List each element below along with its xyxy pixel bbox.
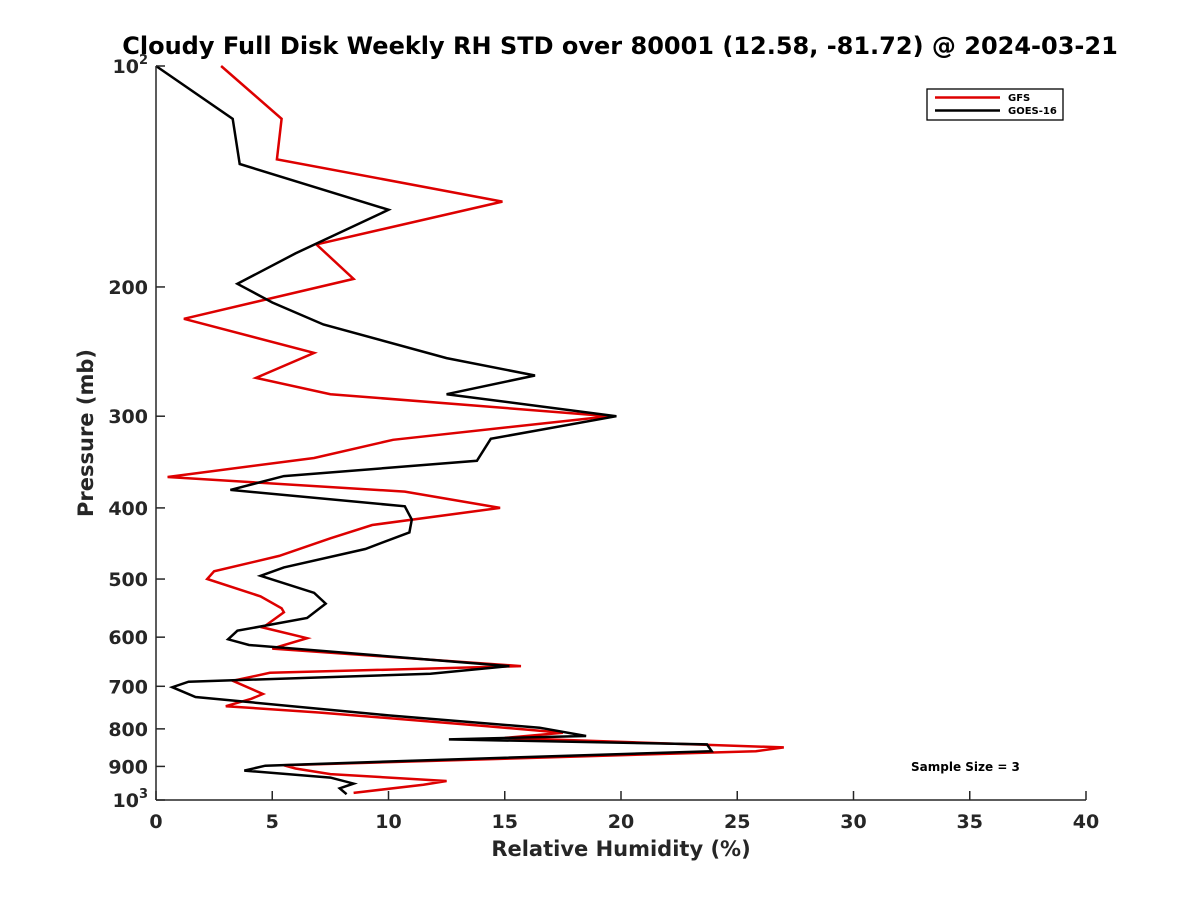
y-tick-label: 102 — [113, 53, 149, 78]
x-tick-label: 35 — [957, 811, 983, 833]
x-tick-label: 15 — [492, 811, 518, 833]
y-tick-label: 900 — [108, 756, 148, 778]
y-tick-label: 400 — [108, 498, 148, 520]
y-ticks: 102 200 300 400 500 600 700 800 900 103 — [108, 53, 165, 812]
x-tick-label: 25 — [724, 811, 750, 833]
sample-size-annotation: Sample Size = 3 — [911, 760, 1020, 774]
x-tick-label: 10 — [375, 811, 401, 833]
legend-box — [926, 88, 1064, 121]
y-tick-label: 600 — [108, 627, 148, 649]
x-tick-label: 40 — [1073, 811, 1099, 833]
series-line-goes16 — [155, 64, 715, 796]
x-axis-label: Relative Humidity (%) — [491, 837, 750, 861]
y-tick-label: 800 — [108, 719, 148, 741]
x-tick-label: 5 — [266, 811, 279, 833]
legend: GFS GOES-16 — [926, 88, 1064, 121]
chart-title: Cloudy Full Disk Weekly RH STD over 8000… — [122, 32, 1118, 60]
x-ticks: 0 5 10 15 20 25 30 35 40 — [149, 791, 1099, 833]
y-tick-label: 103 — [113, 787, 149, 812]
x-tick-label: 0 — [149, 811, 162, 833]
legend-label-goes16: GOES-16 — [1008, 106, 1057, 117]
x-tick-label: 30 — [840, 811, 866, 833]
y-tick-label: 300 — [108, 406, 148, 428]
x-tick-label: 20 — [608, 811, 634, 833]
y-tick-label: 200 — [108, 277, 148, 299]
y-tick-label: 700 — [108, 676, 148, 698]
series-layer — [155, 64, 784, 796]
y-tick-label: 500 — [108, 569, 148, 591]
y-axis-label: Pressure (mb) — [74, 349, 98, 517]
legend-label-gfs: GFS — [1008, 93, 1030, 104]
